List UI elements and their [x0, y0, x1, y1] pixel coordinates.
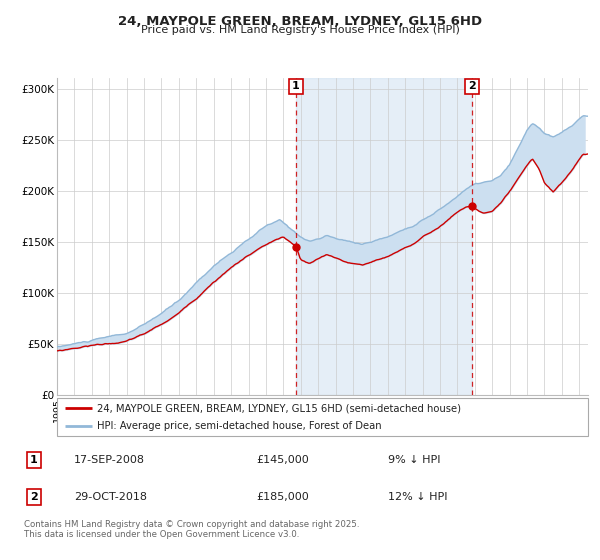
Text: 24, MAYPOLE GREEN, BREAM, LYDNEY, GL15 6HD: 24, MAYPOLE GREEN, BREAM, LYDNEY, GL15 6… [118, 15, 482, 27]
Text: 17-SEP-2008: 17-SEP-2008 [74, 455, 145, 465]
Text: 2: 2 [468, 81, 476, 91]
Text: £185,000: £185,000 [256, 492, 308, 502]
Text: Contains HM Land Registry data © Crown copyright and database right 2025.
This d: Contains HM Land Registry data © Crown c… [24, 520, 359, 539]
Text: £145,000: £145,000 [256, 455, 308, 465]
Text: HPI: Average price, semi-detached house, Forest of Dean: HPI: Average price, semi-detached house,… [97, 421, 382, 431]
Text: Price paid vs. HM Land Registry's House Price Index (HPI): Price paid vs. HM Land Registry's House … [140, 25, 460, 35]
Bar [296, 78, 472, 395]
Text: 1: 1 [292, 81, 300, 91]
Text: 12% ↓ HPI: 12% ↓ HPI [388, 492, 448, 502]
Text: 9% ↓ HPI: 9% ↓ HPI [388, 455, 441, 465]
Text: 29-OCT-2018: 29-OCT-2018 [74, 492, 146, 502]
Text: 1: 1 [30, 455, 38, 465]
Text: 2: 2 [30, 492, 38, 502]
Text: 24, MAYPOLE GREEN, BREAM, LYDNEY, GL15 6HD (semi-detached house): 24, MAYPOLE GREEN, BREAM, LYDNEY, GL15 6… [97, 403, 461, 413]
